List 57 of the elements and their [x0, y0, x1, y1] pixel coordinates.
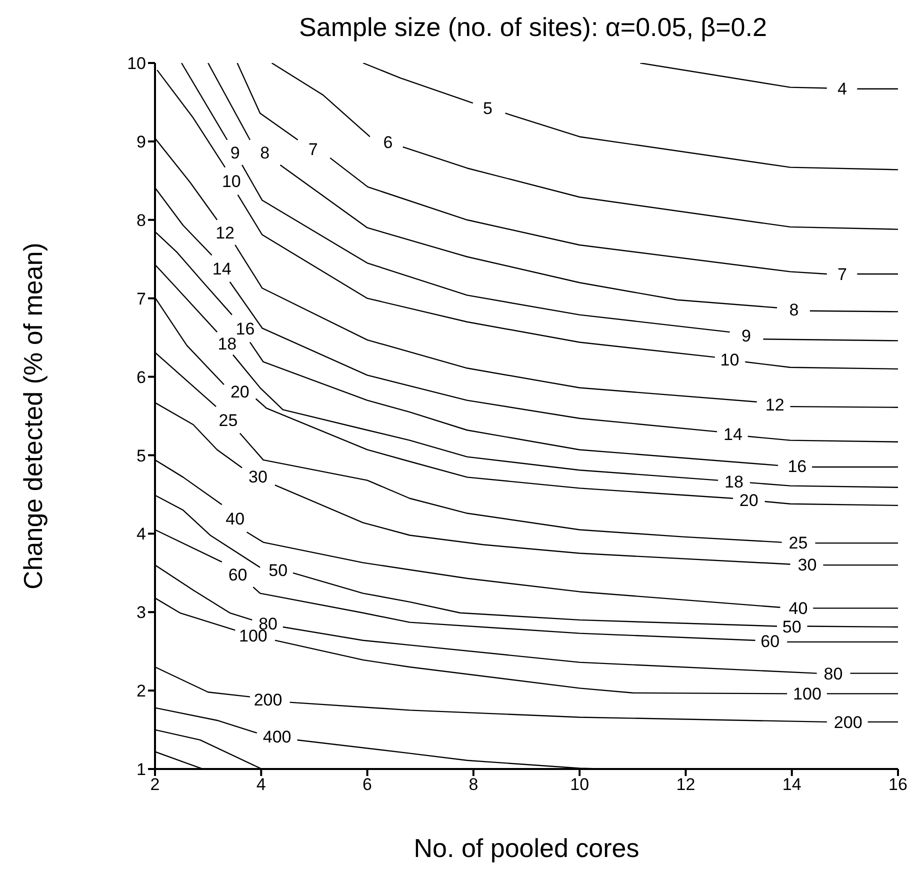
series-label: 40	[226, 509, 245, 528]
x-tick-label: 14	[782, 775, 802, 794]
text: 20	[230, 382, 250, 402]
text: 25	[788, 534, 808, 553]
x-axis-title: No. of pooled cores	[414, 833, 640, 863]
series-label: 12	[216, 223, 235, 242]
series-label: 8	[260, 143, 270, 162]
y-tick-label: 1	[136, 760, 146, 780]
series-label: 5	[483, 99, 492, 118]
y-tick-label: 7	[136, 289, 146, 308]
series-label: 14	[212, 260, 232, 279]
y-axis-title: Change detected (% of mean)	[18, 242, 48, 590]
text: 40	[788, 598, 808, 618]
series-label: 10	[222, 172, 241, 192]
text: 14	[723, 425, 742, 444]
y-tick-label: 10	[127, 54, 146, 74]
text: 60	[228, 565, 248, 584]
text: 200	[834, 712, 862, 732]
x-tick-label: 4	[256, 775, 266, 794]
y-tick-label: 9	[136, 132, 146, 152]
text: 18	[724, 472, 744, 492]
series-label: 400	[262, 727, 292, 746]
series-label: 7	[838, 265, 848, 284]
y-tick-label: 4	[136, 524, 146, 544]
chart-title: Sample size (no. of sites): α=0.05, β=0.2	[298, 12, 768, 43]
x-tick-label: 6	[362, 775, 372, 794]
x-tick-label: 8	[468, 775, 478, 794]
text: 10	[720, 350, 740, 370]
text: 100	[793, 684, 822, 704]
text: 80	[824, 664, 843, 684]
y-tick-label: 5	[136, 446, 146, 466]
x-tick-label: 2	[150, 775, 160, 794]
text: 30	[248, 467, 268, 486]
series-label: 4	[838, 80, 848, 99]
x-tick-label: 10	[570, 775, 590, 794]
series-label: 60	[760, 632, 780, 652]
series-label: 6	[383, 132, 393, 152]
text: 8	[789, 300, 799, 320]
series-label: 25	[218, 410, 238, 430]
y-tick-label: 2	[136, 682, 146, 701]
series-label: 16	[788, 457, 807, 476]
text: 50	[268, 561, 288, 580]
x-tick-label: 16	[888, 775, 908, 794]
y-tick-label: 8	[136, 210, 146, 230]
y-tick-label: 6	[136, 368, 146, 387]
x-tick-label: 12	[676, 775, 696, 794]
series-label: 30	[798, 556, 817, 575]
series-label: 50	[782, 617, 802, 636]
y-tick-label: 3	[136, 603, 146, 622]
series-label: 20	[739, 490, 758, 510]
text: 16	[236, 320, 255, 339]
series-label: 18	[218, 334, 237, 354]
series-label: 200	[254, 690, 282, 710]
text: 9	[741, 326, 751, 346]
text: 12	[765, 395, 784, 414]
series-label: 9	[230, 143, 240, 162]
text: 7	[308, 140, 318, 159]
